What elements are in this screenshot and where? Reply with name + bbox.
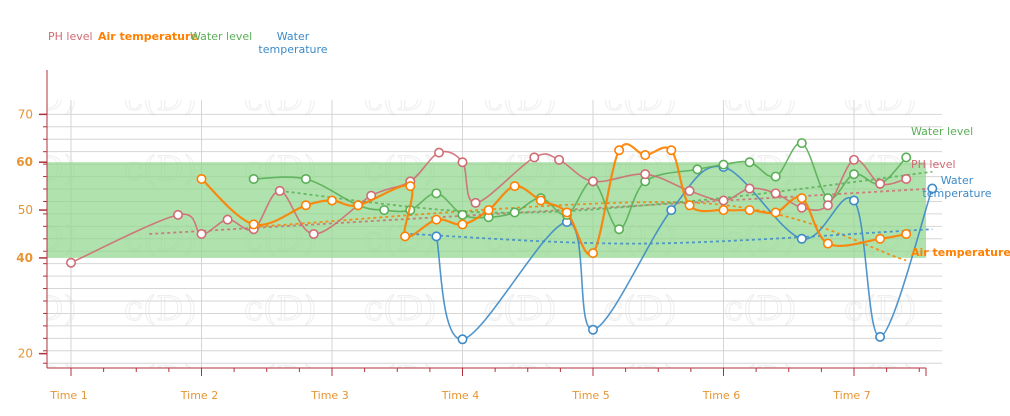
- data-point-water_level: [901, 152, 912, 163]
- data-point-water_temp: [666, 205, 677, 216]
- data-point-water_temp: [848, 195, 859, 206]
- legend-item-air-temperature[interactable]: Air temperature: [98, 30, 198, 43]
- data-point-water_level: [379, 205, 390, 216]
- data-point-ph: [554, 154, 565, 165]
- x-tick-label: Time 7: [832, 389, 870, 402]
- data-point-water_level: [718, 159, 729, 170]
- data-point-air: [405, 181, 416, 192]
- end-label-ph: PH level: [911, 158, 956, 171]
- data-point-air: [431, 214, 442, 225]
- data-point-air: [614, 145, 625, 156]
- data-point-ph: [796, 202, 807, 213]
- data-point-air: [509, 181, 520, 192]
- data-point-air: [744, 205, 755, 216]
- data-point-ph: [274, 185, 285, 196]
- axes: 20 40 50 60 70 Time 1 Time 2 Time 3 Time 4 Time 5…: [16, 70, 927, 402]
- x-tick-label: Time 3: [310, 389, 348, 402]
- trend-lines: [149, 170, 933, 262]
- data-point-ph: [822, 200, 833, 211]
- data-point-ph: [222, 214, 233, 225]
- data-point-air: [483, 205, 494, 216]
- data-point-air: [875, 233, 886, 244]
- legend-item-water-temperature[interactable]: Water temperature: [258, 30, 328, 56]
- data-point-air: [300, 200, 311, 211]
- data-point-ph: [640, 169, 651, 180]
- data-point-water_temp: [457, 334, 468, 345]
- legend-item-water-level[interactable]: Water level: [190, 30, 253, 43]
- data-point-ph: [744, 183, 755, 194]
- y-tick-label: 40: [16, 251, 33, 265]
- data-point-water_level: [770, 171, 781, 182]
- data-point-air: [796, 193, 807, 204]
- data-point-air: [326, 195, 337, 206]
- y-tick-label: 20: [18, 347, 33, 361]
- data-point-water_level: [692, 164, 703, 175]
- data-point-water_level: [848, 169, 859, 180]
- data-point-water_level: [614, 224, 625, 235]
- data-point-water_level: [431, 188, 442, 199]
- data-point-ph: [848, 154, 859, 165]
- data-point-air: [561, 207, 572, 218]
- data-point-ph: [470, 197, 481, 208]
- data-point-ph: [196, 229, 207, 240]
- end-label-water_temp: Water: [941, 174, 974, 187]
- data-point-water_level: [300, 173, 311, 184]
- data-point-water_temp: [587, 324, 598, 335]
- data-point-water_level: [744, 157, 755, 168]
- data-point-water_level: [796, 138, 807, 149]
- data-point-water_temp: [927, 183, 938, 194]
- data-point-air: [400, 231, 411, 242]
- legend-item-ph[interactable]: PH level: [48, 30, 93, 43]
- data-point-air: [535, 195, 546, 206]
- trend-line-air: [253, 201, 907, 262]
- data-point-air: [587, 248, 598, 259]
- data-point-water_level: [457, 209, 468, 220]
- y-tick-label: 60: [16, 155, 33, 169]
- data-point-air: [718, 205, 729, 216]
- data-point-ph: [529, 152, 540, 163]
- data-point-air: [770, 207, 781, 218]
- data-point-water_temp: [796, 233, 807, 244]
- data-point-air: [640, 150, 651, 161]
- x-tick-label: Time 1: [49, 389, 87, 402]
- data-point-ph: [770, 188, 781, 199]
- data-point-ph: [173, 209, 184, 220]
- x-tick-label: Time 6: [702, 389, 740, 402]
- x-tick-label: Time 4: [441, 389, 479, 402]
- data-point-air: [822, 238, 833, 249]
- data-point-ph: [875, 178, 886, 189]
- end-label-air: Air temperature: [911, 246, 1010, 259]
- y-tick-label: 50: [18, 203, 33, 217]
- x-tick-label: Time 5: [571, 389, 609, 402]
- data-point-ph: [434, 147, 445, 158]
- trend-line-water_level: [279, 170, 933, 214]
- end-label-water_level: Water level: [911, 125, 973, 138]
- data-point-air: [901, 229, 912, 240]
- data-point-water_temp: [431, 231, 442, 242]
- data-point-air: [684, 200, 695, 211]
- series-end-labels: PH level Air temperature Water level Watert…: [911, 125, 1010, 259]
- x-tick-label: Time 2: [180, 389, 218, 402]
- series-lines: [66, 138, 938, 345]
- y-tick-label: 70: [18, 107, 33, 121]
- trend-line-ph: [149, 187, 933, 235]
- data-point-air: [457, 219, 468, 230]
- data-point-ph: [901, 173, 912, 184]
- data-point-water_temp: [875, 331, 886, 342]
- data-point-water_level: [509, 207, 520, 218]
- data-point-ph: [718, 195, 729, 206]
- data-point-ph: [587, 176, 598, 187]
- trend-line-water_temp: [410, 228, 933, 245]
- data-point-ph: [308, 229, 319, 240]
- data-point-ph: [684, 185, 695, 196]
- data-point-air: [196, 173, 207, 184]
- data-point-ph: [66, 257, 77, 268]
- data-point-air: [666, 145, 677, 156]
- data-point-air: [248, 219, 259, 230]
- data-point-ph: [457, 157, 468, 168]
- data-point-air: [353, 200, 364, 211]
- data-point-water_level: [248, 173, 259, 184]
- end-label-water_temp: temperature: [922, 187, 991, 200]
